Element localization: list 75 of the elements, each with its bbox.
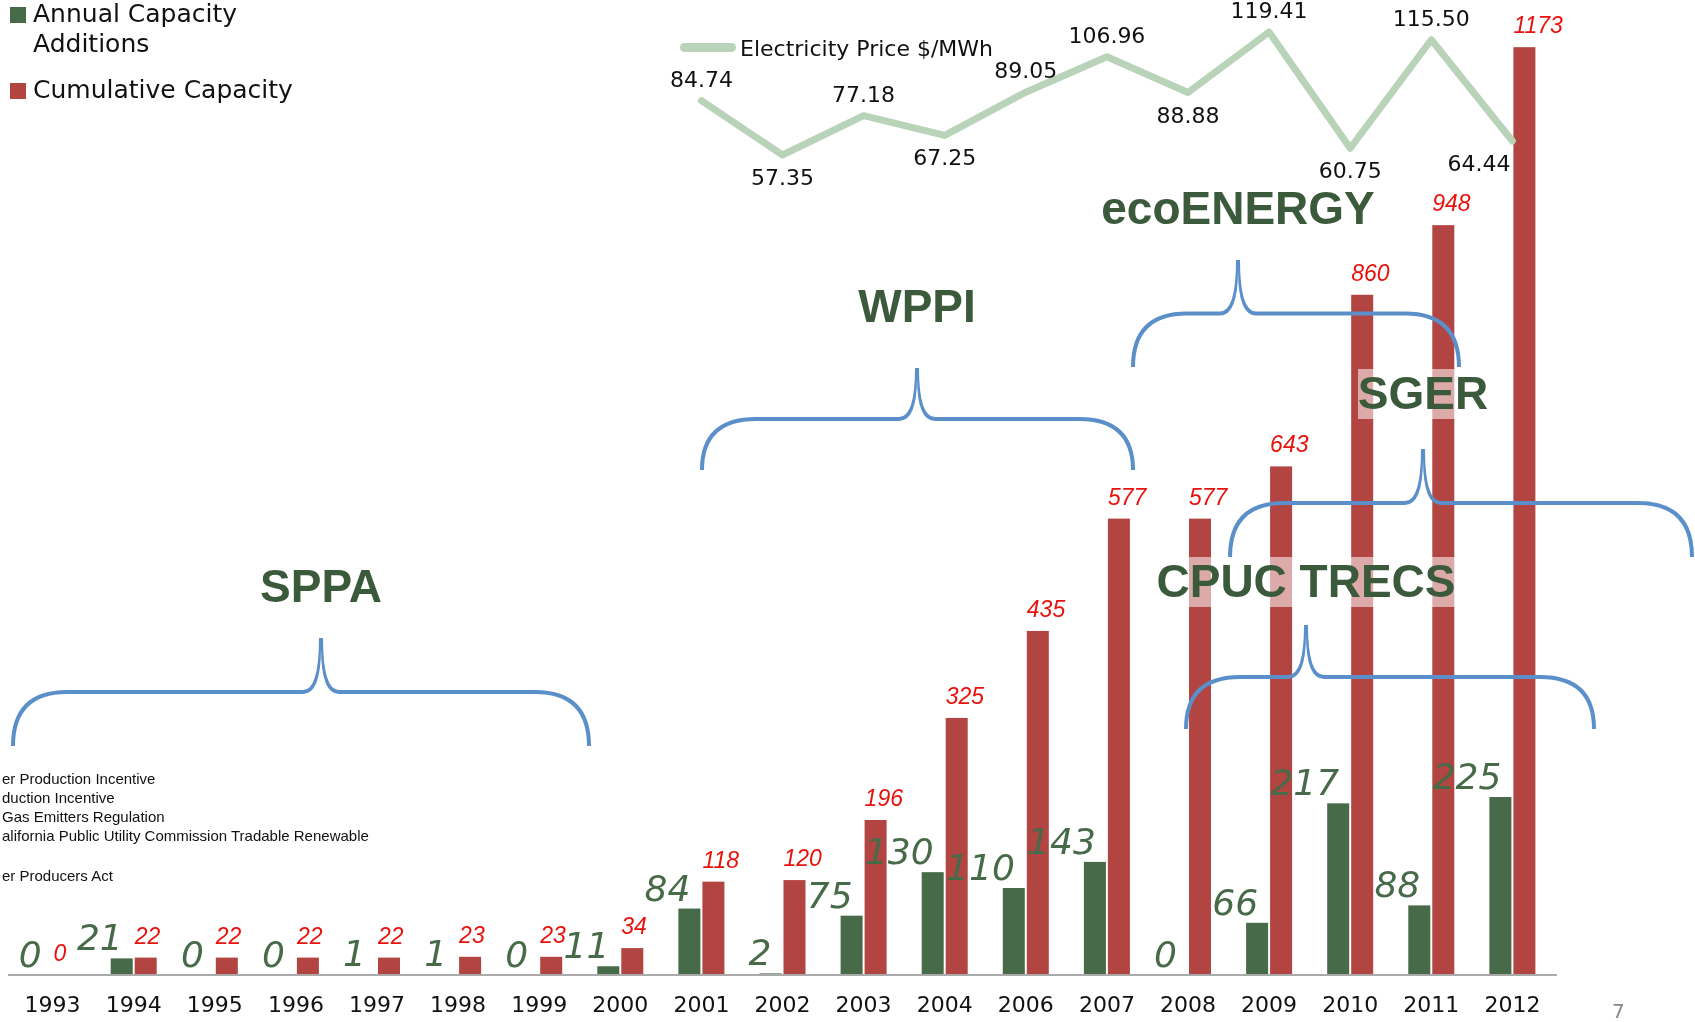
data-label: 115.50 [1392, 5, 1470, 31]
data-label: 77.18 [832, 81, 896, 107]
x-tick-label: 2012 [1484, 992, 1541, 1017]
data-label: 84 [644, 867, 691, 909]
data-label: 118 [702, 846, 740, 873]
data-label: 88 [1374, 864, 1421, 906]
x-tick-label: 2000 [592, 992, 649, 1017]
data-label: 325 [945, 682, 985, 709]
x-tick-label: 2006 [997, 992, 1054, 1017]
data-label: 22 [295, 922, 323, 949]
data-label: 860 [1351, 259, 1390, 286]
legend-label: Electricity Price $/MWh [740, 36, 994, 61]
annotation: WPPI [858, 280, 976, 332]
data-label: 22 [214, 922, 242, 949]
data-label: 120 [783, 845, 823, 872]
annotation: er Producers Act [2, 867, 114, 884]
data-label: 21 [76, 917, 123, 959]
data-label: 66 [1212, 881, 1259, 923]
annotation: SPPA [260, 560, 382, 612]
legend-label: Cumulative Capacity [33, 75, 294, 104]
annotation: duction Incentive [2, 789, 115, 806]
x-tick-label: 1997 [349, 992, 405, 1017]
data-label: 57.35 [751, 165, 814, 190]
data-label: 0 [180, 934, 204, 975]
data-label: 60.75 [1318, 158, 1382, 184]
data-label: 1 [343, 933, 366, 975]
x-tick-label: 2008 [1160, 992, 1216, 1017]
data-label: 1173 [1513, 12, 1564, 39]
data-label: 0 [1154, 934, 1177, 975]
annotation: er Production Incentive [2, 770, 156, 787]
data-label: 64.44 [1447, 150, 1511, 176]
data-label: 0 [53, 940, 67, 966]
x-tick-label: 1995 [186, 992, 243, 1017]
annotation: SGER [1357, 367, 1489, 419]
annotation: CPUC TRECS [1156, 555, 1456, 607]
data-label: 75 [806, 874, 853, 916]
x-tick-label: 2004 [916, 992, 973, 1017]
legend-label: Annual Capacity Additions [33, 0, 238, 58]
data-label: 196 [864, 784, 904, 811]
x-tick-label: 1996 [267, 992, 324, 1017]
annotation: alifornia Public Utility Commission Tradable Renewable [2, 827, 369, 844]
data-label: 643 [1270, 431, 1309, 458]
annotation: Gas Emitters Regulation [2, 808, 165, 825]
data-label: 435 [1026, 595, 1066, 622]
data-label: 948 [1432, 190, 1471, 217]
x-tick-label: 1993 [24, 992, 81, 1017]
x-tick-label: 1999 [511, 992, 568, 1017]
data-label: 1 [424, 933, 448, 975]
data-label: 2 [748, 932, 772, 974]
data-label: 67.25 [913, 145, 977, 171]
data-label: 0 [18, 934, 42, 975]
data-label: 577 [1189, 483, 1229, 510]
data-label: 119.41 [1230, 0, 1308, 23]
annotation: ecoENERGY [1101, 182, 1375, 234]
x-tick-label: 2009 [1241, 992, 1298, 1017]
data-label: 0 [505, 934, 529, 975]
x-tick-label: 2011 [1403, 992, 1460, 1017]
x-tick-label: 1994 [105, 992, 162, 1017]
data-label: 106.96 [1068, 22, 1146, 48]
text: 7 [1612, 999, 1625, 1022]
data-label: 34 [621, 913, 647, 940]
data-label: 23 [458, 921, 485, 948]
data-label: 89.05 [994, 58, 1058, 84]
x-tick-label: 2003 [835, 992, 892, 1017]
x-tick-label: 1998 [430, 992, 487, 1017]
x-tick-label: 2007 [1078, 992, 1135, 1017]
x-tick-label: 2001 [673, 992, 730, 1017]
data-label: 0 [262, 934, 285, 975]
data-label: 84.74 [669, 66, 733, 92]
data-label: 88.88 [1156, 102, 1220, 128]
data-label: 577 [1107, 483, 1148, 510]
data-label: 22 [377, 922, 404, 949]
x-tick-label: 2010 [1322, 992, 1379, 1017]
data-label: 22 [133, 922, 161, 949]
x-tick-label: 2002 [754, 992, 811, 1017]
